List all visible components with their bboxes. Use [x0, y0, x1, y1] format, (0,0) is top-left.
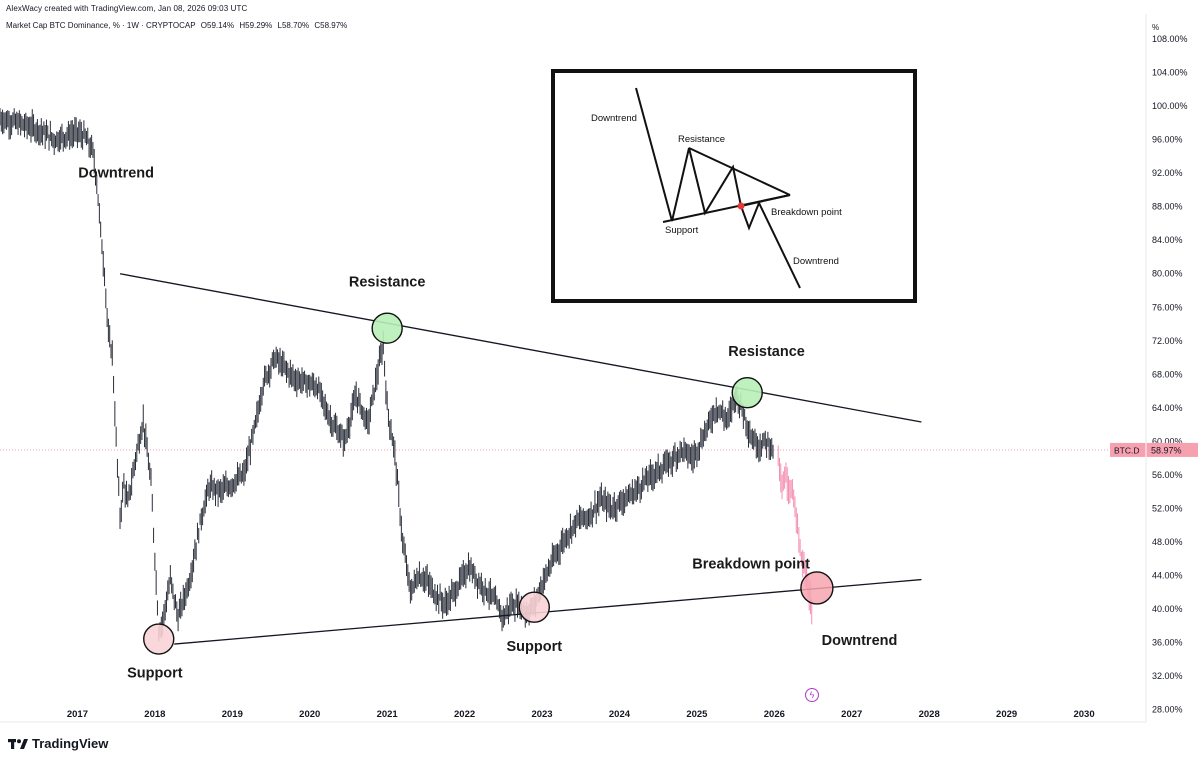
annotation-label: Support: [127, 666, 183, 682]
y-tick-label: 40.00%: [1152, 604, 1183, 614]
chart-annotations: Downtrend Resistance Resistance Breakdown p…: [78, 165, 897, 681]
inset-support-line: [662, 194, 791, 223]
inset-label-resistance: Resistance: [678, 134, 725, 145]
y-tick-label: 32.00%: [1152, 671, 1183, 681]
x-tick-label: 2020: [299, 709, 320, 720]
resistance-marker: [731, 377, 763, 409]
annotation-label: Downtrend: [78, 165, 154, 181]
x-tick-label: 2027: [841, 709, 862, 720]
y-tick-label: 52.00%: [1152, 503, 1183, 513]
x-tick-label: 2024: [609, 709, 631, 720]
ohlc-close: C58.97%: [314, 21, 348, 30]
annotation-label: Support: [506, 639, 562, 655]
ohlc-open: O59.14%: [200, 21, 235, 30]
y-tick-label: 36.00%: [1152, 637, 1183, 647]
annotation-label: Resistance: [728, 344, 805, 360]
annotation-label: Breakdown point: [692, 557, 810, 573]
tradingview-logo-text: TradingView: [32, 736, 109, 751]
x-tick-label: 2025: [686, 709, 708, 720]
x-tick-label: 2026: [764, 709, 785, 720]
price-scale-unit[interactable]: %: [1152, 23, 1160, 32]
ohlc-low: L58.70%: [277, 21, 310, 30]
inset-label-breakdown: Breakdown point: [771, 207, 842, 218]
x-tick-label: 2018: [144, 709, 165, 720]
x-tick-label: 2021: [377, 709, 399, 720]
time-axis[interactable]: 2017 2018 2019 2020 2021 2022 2023 2024 2025 2026…: [67, 709, 1095, 720]
y-tick-label: 60.00%: [1152, 436, 1183, 446]
x-tick-label: 2017: [67, 709, 88, 720]
y-tick-label: 28.00%: [1152, 704, 1183, 714]
y-tick-label: 108.00%: [1152, 34, 1188, 44]
resistance-marker: [371, 312, 403, 344]
inset-frame: [551, 69, 917, 303]
y-tick-label: 88.00%: [1152, 202, 1183, 212]
inset-resistance-line: [688, 147, 791, 196]
breakdown-marker: [800, 571, 834, 605]
lightning-event-icon[interactable]: ϟ: [805, 688, 819, 702]
price-tag: BTC.D 58.97%: [1110, 442, 1198, 457]
annotation-label: Resistance: [349, 274, 426, 290]
y-tick-label: 76.00%: [1152, 302, 1183, 312]
x-tick-label: 2023: [531, 709, 552, 720]
y-tick-label: 44.00%: [1152, 570, 1183, 580]
y-tick-label: 56.00%: [1152, 470, 1183, 480]
inset-label-support: Support: [665, 225, 699, 236]
price-axis[interactable]: 108.00% 104.00% 100.00% 96.00% 92.00% 88.00% 8…: [1152, 34, 1188, 714]
ohlc-high: H59.29%: [239, 21, 273, 30]
y-tick-label: 80.00%: [1152, 269, 1183, 279]
author-caption: AlexWacy created with TradingView.com, J…: [6, 4, 248, 13]
tradingview-logo-icon: [8, 738, 28, 749]
support-marker: [518, 591, 550, 623]
inset-label-downtrend-bottom: Downtrend: [793, 256, 839, 267]
x-tick-label: 2028: [919, 709, 940, 720]
y-tick-label: 100.00%: [1152, 101, 1188, 111]
symbol-title[interactable]: Market Cap BTC Dominance, % · 1W · CRYPT…: [6, 21, 196, 30]
x-tick-label: 2022: [454, 709, 475, 720]
annotation-label: Downtrend: [822, 633, 898, 649]
price-tag-symbol: BTC.D: [1114, 445, 1140, 455]
y-tick-label: 104.00%: [1152, 68, 1188, 78]
y-tick-label: 92.00%: [1152, 168, 1183, 178]
x-tick-label: 2029: [996, 709, 1017, 720]
inset-label-downtrend-top: Downtrend: [591, 113, 637, 124]
y-tick-label: 96.00%: [1152, 135, 1183, 145]
support-marker: [143, 623, 175, 655]
price-tag-value: 58.97%: [1151, 445, 1182, 455]
y-tick-label: 68.00%: [1152, 369, 1183, 379]
pivot-markers[interactable]: [143, 312, 834, 655]
x-tick-label: 2019: [222, 709, 243, 720]
price-tag-background: [1110, 442, 1198, 457]
inset-breakdown-path: [740, 200, 801, 289]
y-tick-label: 48.00%: [1152, 537, 1183, 547]
inset-breakdown-dot: [737, 202, 745, 210]
resistance-trendline: [119, 273, 922, 423]
y-tick-label: 72.00%: [1152, 336, 1183, 346]
pattern-inset-diagram: Downtrend Resistance Support Breakdown p…: [551, 69, 917, 303]
y-tick-label: 64.00%: [1152, 403, 1183, 413]
x-tick-label: 2030: [1073, 709, 1094, 720]
symbol-legend[interactable]: Market Cap BTC Dominance, % · 1W · CRYPT…: [6, 21, 350, 30]
tradingview-logo[interactable]: TradingView: [8, 736, 108, 751]
y-tick-label: 84.00%: [1152, 235, 1183, 245]
